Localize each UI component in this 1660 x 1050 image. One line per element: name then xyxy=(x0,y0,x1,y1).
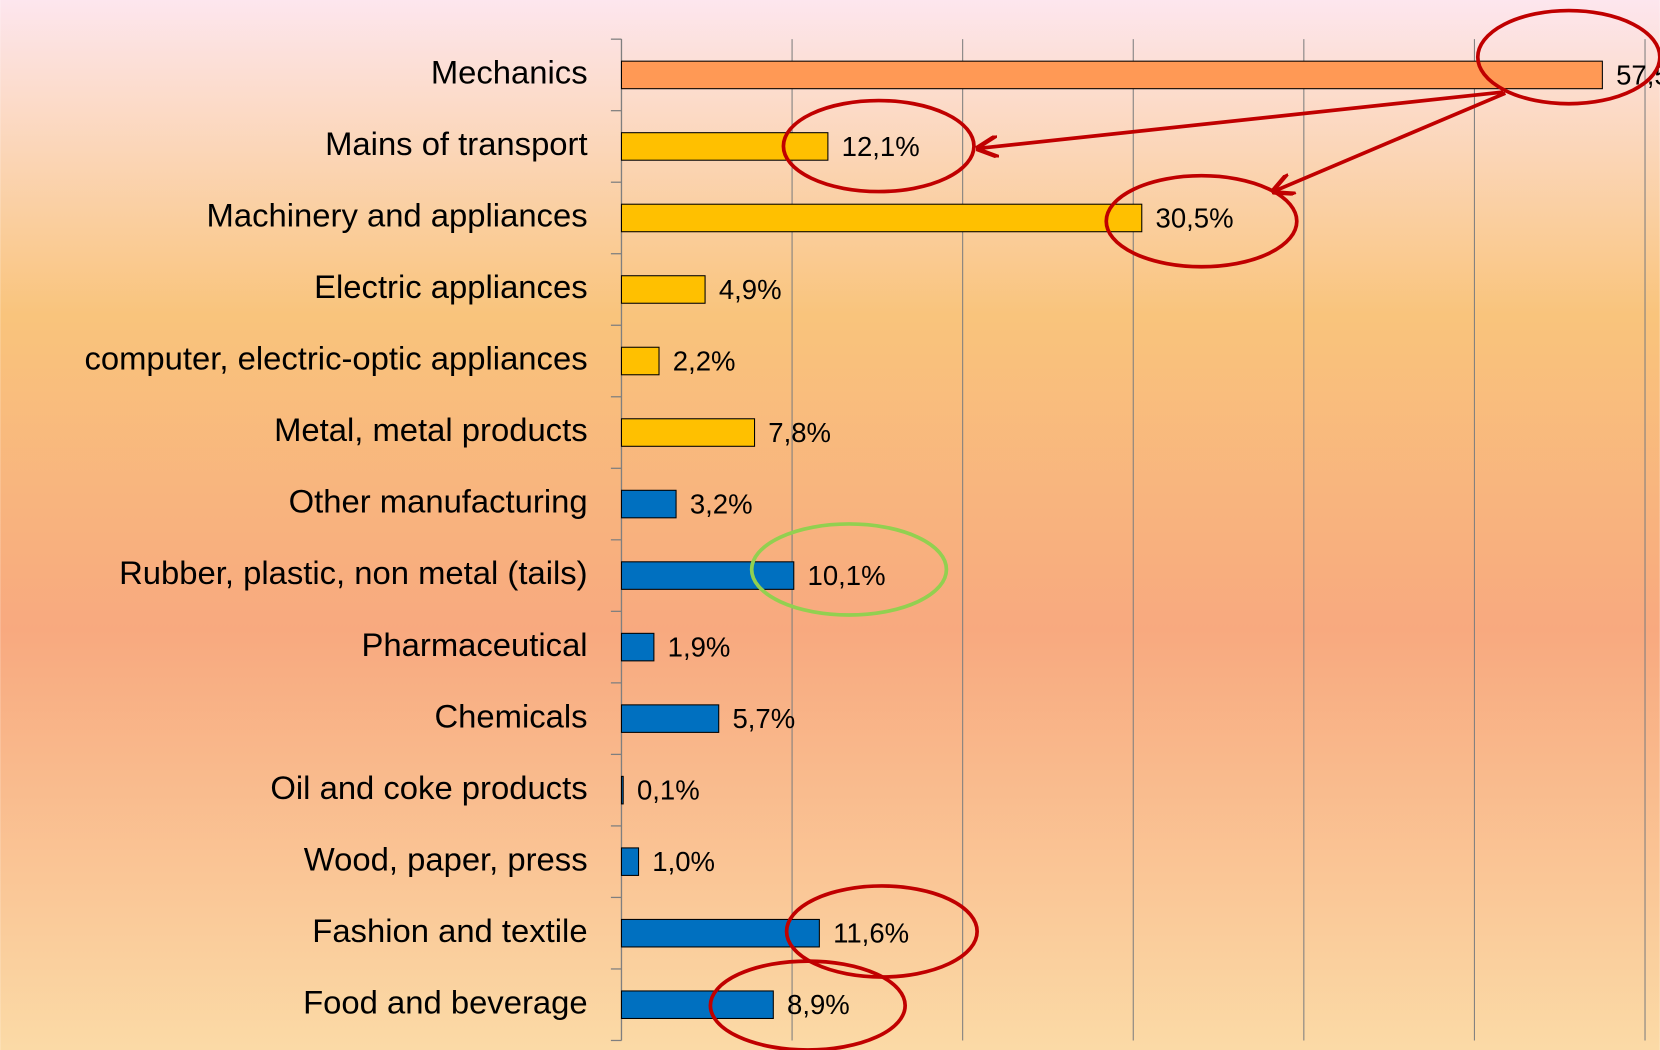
arrow xyxy=(980,90,1504,148)
data-label: 30,5% xyxy=(1156,202,1234,233)
annotations xyxy=(708,8,1660,1050)
data-label: 3,2% xyxy=(690,488,753,519)
highlight-ellipse xyxy=(1104,173,1299,269)
bar xyxy=(620,346,660,376)
bar xyxy=(620,60,1603,90)
bar xyxy=(620,275,706,304)
bar xyxy=(620,775,624,805)
arrow xyxy=(1276,91,1507,190)
y-tick-label: Chemicals xyxy=(435,697,588,734)
bar xyxy=(620,632,655,662)
y-tick-label: Mechanics xyxy=(431,54,588,91)
bar xyxy=(620,561,795,590)
bar xyxy=(620,203,1143,233)
data-label: 0,1% xyxy=(637,775,700,806)
data-label: 12,1% xyxy=(842,131,920,162)
highlight-ellipse xyxy=(749,522,949,617)
bar xyxy=(620,489,677,519)
y-tick-label: Fashion and textile xyxy=(312,912,587,949)
y-tick-label: Food and beverage xyxy=(303,983,587,1020)
data-label: 4,9% xyxy=(719,274,782,305)
data-label: 5,7% xyxy=(732,703,795,734)
y-tick-label: Metal, metal products xyxy=(274,411,588,448)
y-tick-label: Oil and coke products xyxy=(270,769,587,806)
bar xyxy=(620,990,774,1020)
data-label: 1,9% xyxy=(668,631,731,662)
y-tick-label: Other manufacturing xyxy=(289,483,588,520)
data-label: 2,2% xyxy=(673,345,736,376)
y-tick-label: computer, electric-optic appliances xyxy=(84,340,587,377)
bar xyxy=(620,132,829,161)
y-tick-label: Wood, paper, press xyxy=(304,840,588,877)
data-label: 1,0% xyxy=(652,846,715,877)
y-tick-label: Rubber, plastic, non metal (tails) xyxy=(119,554,587,591)
bar xyxy=(620,704,720,733)
data-label: 7,8% xyxy=(768,417,831,448)
bar xyxy=(620,418,756,447)
data-label: 11,6% xyxy=(833,918,909,949)
data-label: 10,1% xyxy=(808,560,886,591)
data-label: 8,9% xyxy=(787,989,850,1020)
y-tick-label: Mains of transport xyxy=(325,125,588,162)
y-tick-label: Pharmaceutical xyxy=(362,626,588,663)
highlight-ellipse xyxy=(708,959,907,1050)
y-tick-label: Machinery and appliances xyxy=(207,197,588,234)
y-tick-label: Electric appliances xyxy=(314,268,587,305)
highlight-ellipse xyxy=(781,98,976,194)
bar xyxy=(620,847,640,876)
